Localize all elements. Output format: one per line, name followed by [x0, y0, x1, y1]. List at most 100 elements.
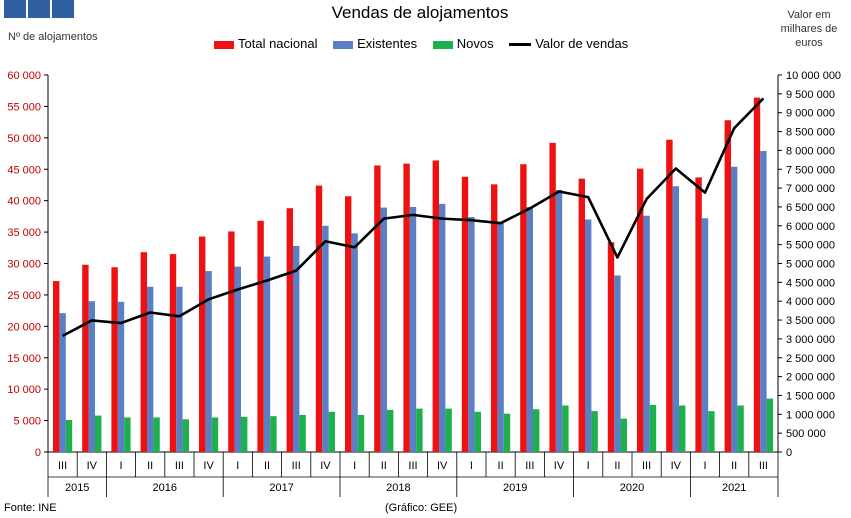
- right-tick-label: 5 000 000: [786, 259, 835, 271]
- right-tick-label: 6 500 000: [786, 202, 835, 214]
- right-tick-label: 5 500 000: [786, 240, 835, 252]
- quarter-label: IV: [671, 460, 682, 472]
- year-label: 2021: [722, 482, 746, 494]
- bar-existentes: [322, 225, 329, 452]
- bar-novos: [65, 419, 73, 452]
- bar-novos: [95, 415, 102, 452]
- quarter-label: I: [236, 460, 239, 472]
- bar-total: [228, 231, 235, 452]
- legend-label-existentes: Existentes: [357, 36, 418, 52]
- left-tick-label: 30 000: [7, 259, 41, 271]
- bar-novos: [299, 414, 306, 452]
- bar-existentes: [468, 217, 475, 452]
- bar-total: [666, 139, 673, 453]
- bar-novos: [153, 417, 160, 452]
- bar-total: [695, 177, 702, 452]
- right-tick-label: 9 500 000: [786, 89, 835, 101]
- bar-total: [520, 164, 527, 452]
- quarter-label: I: [470, 460, 473, 472]
- chart-title: Vendas de alojamentos: [331, 3, 509, 22]
- bar-existentes: [59, 313, 66, 452]
- bar-existentes: [147, 286, 154, 452]
- quarter-label: III: [759, 460, 768, 472]
- bar-novos: [591, 411, 598, 452]
- bar-total: [286, 208, 293, 452]
- right-tick-label: 3 500 000: [786, 315, 835, 327]
- right-tick-label: 7 500 000: [786, 164, 835, 176]
- bar-novos: [562, 405, 569, 452]
- bar-existentes: [351, 233, 358, 452]
- bar-total: [491, 184, 498, 452]
- left-tick-label: 10 000: [7, 384, 41, 396]
- legend-swatch-valor: [509, 43, 532, 47]
- bar-novos: [182, 419, 189, 452]
- right-tick-label: 7 000 000: [786, 183, 835, 195]
- legend-item-novos: Novos: [432, 36, 494, 52]
- left-tick-label: 60 000: [7, 70, 41, 82]
- bar-existentes: [293, 245, 300, 452]
- right-tick-label: 8 500 000: [786, 127, 835, 139]
- bar-novos: [211, 417, 219, 452]
- right-tick-label: 4 000 000: [786, 296, 835, 308]
- right-tick-label: 1 000 000: [786, 409, 835, 421]
- bar-novos: [620, 418, 627, 452]
- quarter-label: IV: [203, 460, 214, 472]
- quarter-label: I: [119, 460, 122, 472]
- bar-novos: [679, 405, 686, 452]
- bar-total: [753, 97, 761, 453]
- quarter-label: III: [175, 460, 184, 472]
- legend-item-valor: Valor de vendas: [509, 36, 628, 51]
- left-tick-label: 40 000: [7, 196, 41, 208]
- bar-total: [724, 120, 731, 453]
- right-tick-label: 1 500 000: [786, 390, 835, 402]
- bar-total: [432, 160, 439, 452]
- bar-novos: [270, 416, 277, 452]
- bar-total: [111, 267, 118, 452]
- bar-total: [637, 168, 644, 452]
- bar-existentes: [380, 207, 387, 452]
- bar-total: [140, 252, 147, 452]
- bar-total: [607, 242, 615, 452]
- right-tick-label: 8 000 000: [786, 145, 835, 157]
- bar-existentes: [701, 218, 709, 452]
- right-tick-label: 2 500 000: [786, 353, 835, 365]
- bar-existentes: [731, 166, 738, 452]
- bar-existentes: [234, 266, 241, 452]
- bar-total: [578, 178, 585, 453]
- bar-novos: [416, 408, 423, 452]
- bar-novos: [649, 404, 657, 452]
- bar-novos: [708, 411, 715, 452]
- bar-total: [257, 220, 264, 452]
- bar-total: [169, 254, 177, 452]
- bar-existentes: [409, 206, 417, 452]
- quarter-label: I: [353, 460, 356, 472]
- bar-novos: [533, 409, 540, 452]
- right-tick-label: 10 000 000: [786, 70, 841, 82]
- bar-existentes: [88, 301, 95, 452]
- logo-square-2: [28, 0, 50, 18]
- bar-novos: [328, 411, 335, 452]
- quarter-label: II: [731, 460, 737, 472]
- bar-existentes: [614, 275, 621, 452]
- legend-label-novos: Novos: [456, 36, 494, 52]
- quarter-label: III: [408, 460, 417, 472]
- quarter-label: II: [147, 460, 153, 472]
- bar-existentes: [555, 189, 563, 453]
- quarter-label: IV: [320, 460, 331, 472]
- right-tick-label: 4 500 000: [786, 277, 835, 289]
- bar-existentes: [439, 203, 446, 452]
- bar-novos: [124, 417, 131, 452]
- year-label: 2019: [503, 482, 527, 494]
- year-label: 2018: [386, 482, 410, 494]
- left-tick-label: 50 000: [7, 133, 41, 145]
- right-tick-label: 500 000: [786, 428, 826, 440]
- bar-existentes: [760, 151, 767, 453]
- bar-existentes: [117, 301, 125, 452]
- right-axis-label: Valor em milhares de euros: [780, 9, 838, 49]
- quarter-label: III: [642, 460, 651, 472]
- logo-square-1: [4, 0, 26, 18]
- year-label: 2016: [153, 482, 177, 494]
- bar-total: [403, 163, 410, 452]
- logo-square-3: [52, 0, 74, 18]
- bar-novos: [445, 408, 452, 452]
